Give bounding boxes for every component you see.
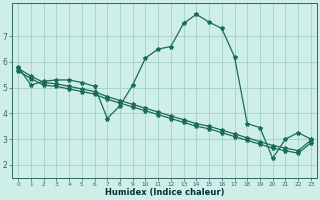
X-axis label: Humidex (Indice chaleur): Humidex (Indice chaleur) [105,188,224,197]
